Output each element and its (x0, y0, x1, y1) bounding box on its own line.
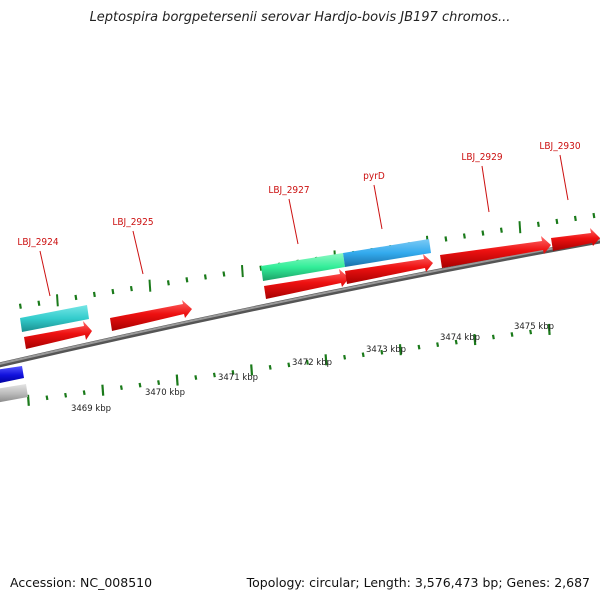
gene-label: LBJ_2927 (268, 185, 309, 196)
cds-arrow (264, 269, 349, 299)
minor-tick (417, 344, 421, 350)
gene-label-leader (288, 198, 299, 245)
minor-tick (454, 339, 458, 345)
scale-label: 3471 kbp (218, 373, 258, 383)
grey-feature (0, 384, 28, 403)
major-tick (547, 323, 551, 336)
chromosome-backbone-highlight (0, 238, 600, 365)
gene-label-leader (132, 230, 144, 275)
gene-label-leader (373, 184, 383, 230)
minor-tick (481, 230, 485, 236)
major-tick (56, 294, 59, 307)
minor-tick (444, 236, 448, 242)
minor-tick (82, 390, 86, 396)
minor-tick (111, 288, 115, 295)
minor-tick (92, 291, 96, 298)
major-tick (324, 354, 328, 366)
minor-tick (64, 392, 68, 398)
minor-tick (592, 212, 596, 219)
minor-tick (555, 218, 559, 225)
minor-tick (380, 349, 384, 355)
minor-tick (203, 274, 207, 280)
scale-label: 3472 kbp (292, 358, 332, 368)
topology-text: Topology: circular; Length: 3,576,473 bp… (246, 575, 590, 590)
minor-tick (462, 233, 466, 239)
minor-tick (185, 277, 189, 283)
green-feature (261, 253, 345, 281)
major-tick (473, 333, 477, 346)
major-tick (101, 384, 105, 396)
minor-tick (212, 372, 216, 378)
scale-label: 3474 kbp (440, 333, 480, 343)
blue-feature (0, 366, 24, 383)
gene-label: pyrD (363, 171, 385, 182)
minor-tick (361, 352, 365, 358)
scale-label: 3469 kbp (71, 404, 111, 414)
minor-tick (45, 395, 49, 401)
minor-tick (287, 362, 291, 368)
major-tick (175, 374, 179, 386)
major-tick (398, 344, 402, 356)
minor-tick (305, 359, 309, 365)
minor-tick (268, 364, 272, 370)
gene-label-leader (559, 154, 569, 201)
major-tick (518, 221, 522, 234)
minor-tick (491, 334, 495, 340)
minor-tick (138, 382, 142, 388)
minor-tick (573, 215, 577, 222)
gene-label: LBJ_2930 (539, 141, 580, 152)
major-tick (148, 279, 152, 292)
minor-tick (343, 354, 347, 360)
major-tick (241, 265, 244, 278)
cds-arrow (345, 254, 433, 284)
minor-tick (194, 375, 198, 380)
minor-tick (129, 285, 133, 292)
cds-arrow (551, 228, 600, 251)
minor-tick (499, 227, 503, 233)
minor-tick (529, 329, 533, 335)
gene-label: LBJ_2924 (17, 237, 58, 248)
minor-tick (510, 332, 514, 337)
lower-tick-row (26, 323, 551, 406)
cyan-feature (20, 305, 89, 332)
gene-label-leader (481, 165, 490, 213)
cds-arrow (440, 236, 551, 268)
minor-tick (231, 370, 235, 375)
scale-label: 3475 kbp (514, 322, 554, 332)
chromosome-backbone (0, 238, 600, 368)
gene-labels: LBJ_2924 LBJ_2925 LBJ_2927 pyrD LBJ_2929 LBJ_… (17, 141, 580, 248)
gene-label-leader (39, 250, 51, 297)
map-title: Leptospira borgpetersenii serovar Hardjo… (89, 10, 511, 25)
scale-label: 3470 kbp (145, 388, 185, 398)
skyblue-feature (343, 239, 431, 267)
minor-tick (74, 294, 78, 301)
minor-tick (157, 380, 161, 385)
minor-tick (436, 342, 440, 348)
gene-label: LBJ_2929 (461, 152, 502, 163)
major-tick (26, 394, 30, 406)
minor-tick (222, 271, 226, 277)
minor-tick (166, 280, 170, 286)
scale-labels: 3469 kbp 3470 kbp 3471 kbp 3472 kbp 3473 kbp… (71, 322, 554, 414)
minor-tick (37, 300, 41, 306)
minor-tick (259, 265, 263, 271)
minor-tick (536, 221, 540, 227)
major-tick (250, 364, 254, 376)
gene-label: LBJ_2925 (112, 217, 153, 228)
scale-label: 3473 kbp (366, 345, 406, 355)
accession-text: Accession: NC_008510 (10, 575, 153, 590)
minor-tick (18, 303, 22, 309)
minor-tick (119, 385, 123, 391)
cds-arrow (110, 300, 192, 331)
cds-arrow (24, 321, 92, 349)
gene-label-leaders (39, 154, 569, 297)
